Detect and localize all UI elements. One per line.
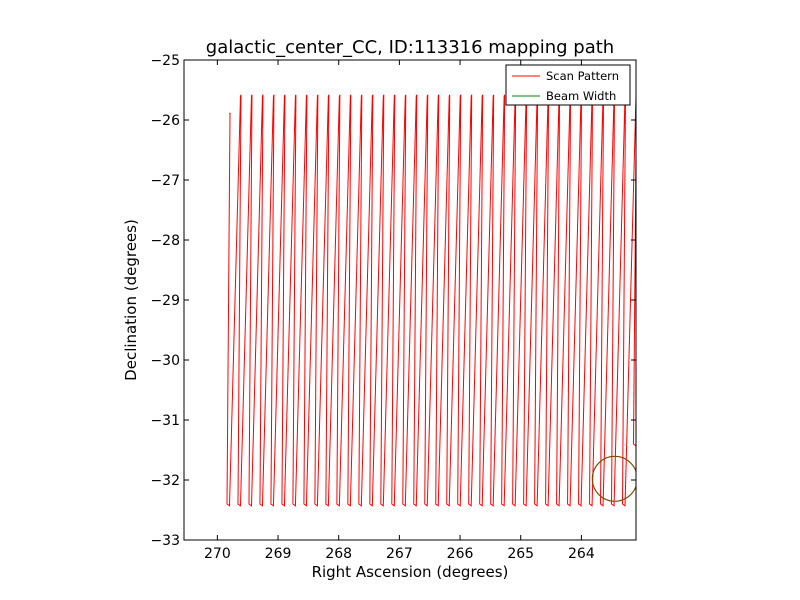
legend-label-beam-width: Beam Width — [546, 89, 616, 103]
ticks-layer: 270 269 268 267 266 265 264 −25 −26 −27 −28 −29 −30 −… — [150, 53, 636, 562]
scan-pattern-line — [226, 94, 636, 507]
y-tick-label: −32 — [150, 473, 180, 489]
y-tick-label: −30 — [150, 353, 180, 369]
y-tick-label: −29 — [150, 293, 180, 309]
y-axis-label: Declination (degrees) — [122, 219, 140, 381]
beam-width-circle — [591, 455, 636, 502]
legend-box — [505, 64, 631, 106]
x-tick-label: 268 — [325, 546, 352, 562]
x-tick-label: 265 — [507, 546, 534, 562]
y-tick-label: −33 — [150, 533, 180, 549]
y-tick-label: −26 — [150, 113, 180, 129]
y-tick-label: −28 — [150, 233, 180, 249]
data-layer — [226, 94, 636, 507]
x-tick-label: 266 — [447, 546, 474, 562]
y-tick-label: −25 — [150, 53, 180, 69]
x-tick-label: 269 — [265, 546, 292, 562]
legend: Scan Pattern Beam Width — [505, 64, 631, 106]
x-tick-label: 264 — [568, 546, 595, 562]
x-tick-label: 267 — [386, 546, 413, 562]
legend-label-scan-pattern: Scan Pattern — [546, 69, 619, 83]
y-tick-label: −27 — [150, 173, 180, 189]
y-tick-label: −31 — [150, 413, 180, 429]
chart-title: galactic_center_CC, ID:113316 mapping pa… — [206, 37, 614, 58]
x-axis-label: Right Ascension (degrees) — [312, 563, 509, 581]
x-tick-label: 270 — [204, 546, 231, 562]
